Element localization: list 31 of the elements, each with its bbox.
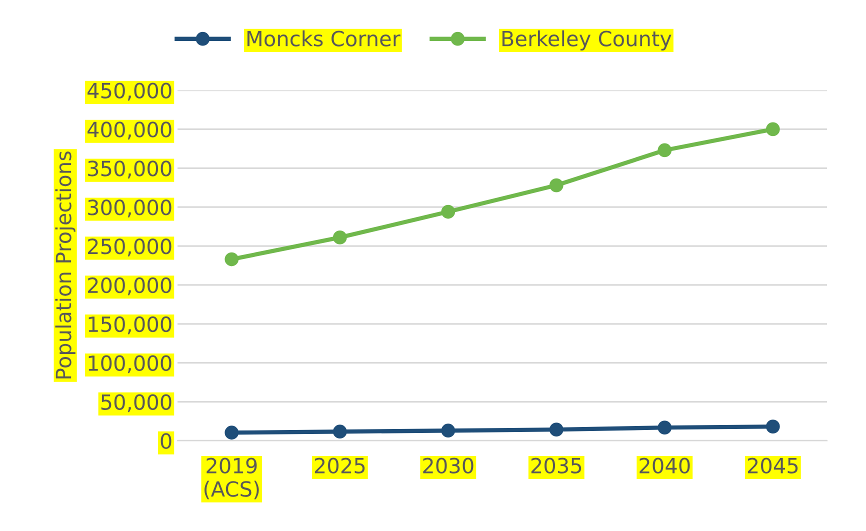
y-tick-label: 200,000 xyxy=(88,277,172,296)
point xyxy=(224,426,239,440)
x-tick-label: 2025 xyxy=(314,458,365,474)
point xyxy=(332,230,347,244)
y-tick-label: 400,000 xyxy=(88,122,172,140)
y-tick-label: 100,000 xyxy=(88,355,172,374)
point xyxy=(766,420,780,434)
point xyxy=(549,422,564,437)
y-axis-title: Population Projections xyxy=(55,152,76,378)
y-tick-label: 250,000 xyxy=(88,238,172,256)
x-tick-label: 2019 (ACS) xyxy=(204,458,259,500)
y-tick-label: 350,000 xyxy=(88,160,172,178)
y-tick-label: 50,000 xyxy=(101,394,172,412)
point xyxy=(658,143,672,158)
point xyxy=(332,424,347,439)
y-tick-label: 0 xyxy=(160,433,172,449)
legend-label: Moncks Corner xyxy=(247,30,400,46)
point xyxy=(549,178,564,192)
legend-label: Berkeley County xyxy=(502,30,672,50)
point xyxy=(658,420,672,435)
x-tick-label: 2030 xyxy=(423,458,474,474)
y-tick-label: 450,000 xyxy=(88,82,172,101)
x-tick-label: 2040 xyxy=(640,458,690,474)
point xyxy=(224,252,239,266)
point xyxy=(766,122,780,136)
y-tick-label: 150,000 xyxy=(88,316,172,334)
x-tick-label: 2045 xyxy=(748,458,798,474)
x-tick-label: 2035 xyxy=(531,458,582,474)
y-tick-label: 300,000 xyxy=(88,200,172,218)
point xyxy=(441,204,456,219)
point xyxy=(441,424,456,438)
